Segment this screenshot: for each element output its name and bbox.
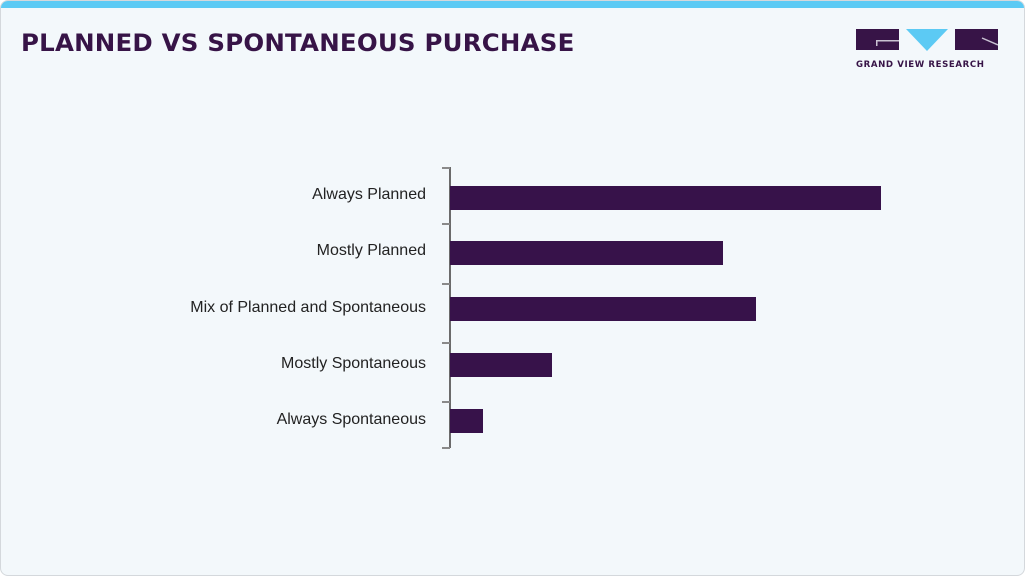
category-label: Mix of Planned and Spontaneous (190, 299, 426, 316)
axis-tick (442, 283, 450, 285)
category-label: Always Spontaneous (276, 411, 426, 428)
accent-top-bar (1, 1, 1024, 8)
category-label: Always Planned (312, 186, 426, 203)
grand-view-research-logo-icon (856, 29, 998, 51)
axis-tick (442, 167, 450, 169)
bar-mostly-spontaneous (450, 353, 552, 377)
axis-tick (442, 223, 450, 225)
category-label: Mostly Planned (316, 242, 426, 259)
logo-text: GRAND VIEW RESEARCH (856, 60, 985, 70)
bar-mostly-planned (450, 241, 723, 265)
axis-tick (442, 342, 450, 344)
page-title: PLANNED VS SPONTANEOUS PURCHASE (21, 29, 575, 57)
category-label: Mostly Spontaneous (281, 355, 426, 372)
y-axis-line (449, 167, 451, 448)
bar-always-planned (450, 186, 881, 210)
bar-mix-planned-spontaneous (450, 297, 756, 321)
bar-always-spontaneous (450, 409, 483, 433)
axis-tick (442, 401, 450, 403)
axis-tick (442, 447, 450, 449)
